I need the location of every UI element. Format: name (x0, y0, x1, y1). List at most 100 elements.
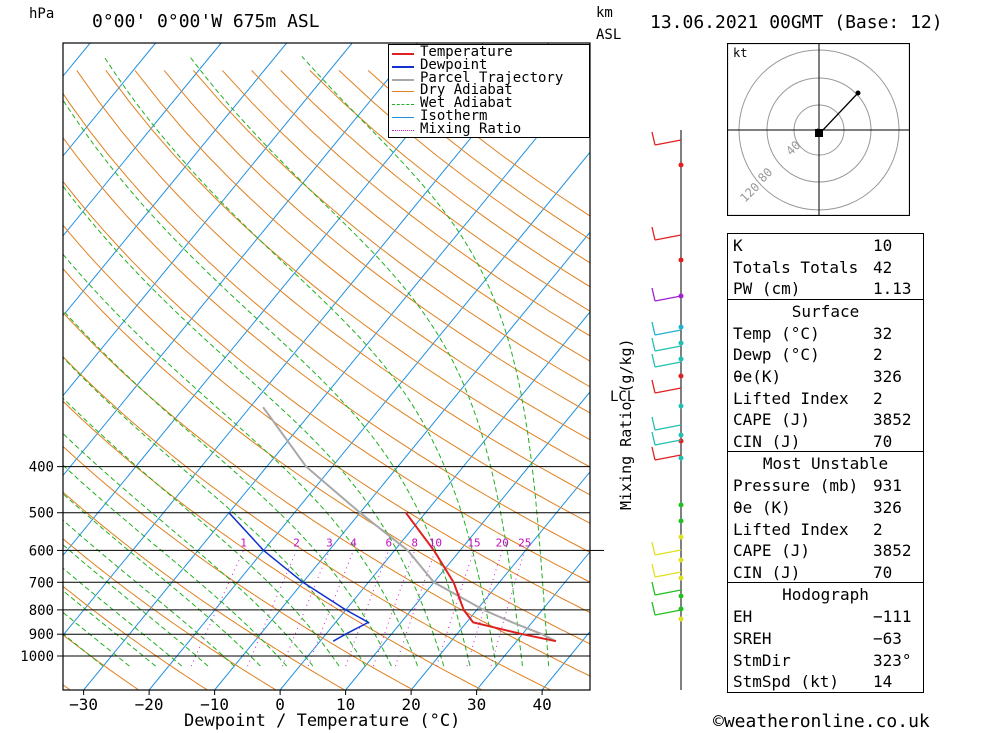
wind-level-dot (678, 593, 684, 599)
hodo-row: StmSpd (kt) 14 (733, 672, 893, 692)
pressure-unit: hPa (29, 6, 55, 22)
datetime-title: 13.06.2021 00GMT (Base: 12) (650, 12, 943, 33)
wind-level-dot (678, 455, 684, 461)
dry-adiabat-line (105, 70, 590, 468)
indices-table: K 10 Totals Totals 42 PW (cm) 1.13 Surface … (727, 233, 924, 693)
hodo-row: SREH −63 (733, 628, 902, 648)
isotherm-line (148, 151, 590, 690)
wet-adiabat-line (63, 493, 261, 667)
wet-adiabat-line (63, 253, 419, 667)
wind-level-dot (678, 324, 684, 330)
asl-label: ASL (596, 27, 622, 43)
parcel-trajectory-line (262, 406, 557, 643)
wet-adiabat-line (63, 397, 340, 667)
wind-level-dot (678, 502, 684, 508)
wind-barb (651, 321, 656, 336)
isotherm-line (0, 43, 25, 690)
dry-adiabat-line (163, 70, 590, 414)
lcl-label: LCL (610, 389, 636, 405)
isotherm-line (63, 43, 484, 557)
wind-barb (651, 131, 656, 146)
legend: Temperature Dewpoint Parcel Trajectory D… (388, 44, 590, 138)
wind-barb (654, 589, 682, 596)
dry-adiabat-line (63, 356, 551, 690)
wind-level-dot (678, 257, 684, 263)
wet-adiabat-line (63, 519, 235, 667)
surface-row: Dewp (°C) 2 (733, 345, 883, 365)
pressure-tick-label: 500 (29, 506, 54, 522)
dry-adiabat-line (63, 491, 345, 690)
wind-barb (654, 439, 682, 446)
temp-tick-label: 40 (532, 695, 551, 714)
mixing-ratio-label: 3 (326, 536, 333, 549)
wind-level-dot (678, 575, 684, 581)
dry-adiabat-line (76, 70, 590, 496)
wind-barb (654, 549, 682, 556)
mixing-ratio-label: 1 (240, 536, 247, 549)
dry-adiabat-line (63, 585, 208, 690)
wind-barb (651, 446, 656, 461)
surface-row: CAPE (J) 3852 (733, 410, 912, 430)
wet-adiabat-line (63, 99, 471, 667)
mixing-ratio-label: 8 (411, 536, 418, 549)
wind-barb (654, 295, 682, 302)
hodo-row: EH −111 (733, 607, 912, 627)
hodograph-point (855, 90, 861, 96)
pressure-tick-label: 1000 (20, 649, 54, 665)
wind-level-dot (678, 534, 684, 540)
wind-barb (654, 234, 682, 241)
mixing-ratio-label: 4 (350, 536, 357, 549)
mixing-ratio-label: 25 (518, 536, 531, 549)
mixing-ratio-label: 6 (385, 536, 392, 549)
wind-barb (654, 609, 682, 616)
dry-adiabat-line (63, 400, 483, 690)
dry-adiabat-line (63, 445, 414, 690)
legend-item-mixing-ratio: Mixing Ratio (389, 121, 589, 137)
isotherm-line (63, 43, 419, 477)
dry-adiabat-line (63, 224, 590, 614)
pressure-tick-label: 700 (29, 575, 54, 591)
wind-barb (654, 424, 682, 431)
pressure-tick-label: 900 (29, 627, 54, 643)
dry-adiabat-line (63, 268, 590, 645)
km-label: km (596, 5, 613, 21)
legend-item-parcel: Parcel Trajectory (389, 70, 589, 86)
pressure-tick-label: 400 (29, 460, 54, 476)
dry-adiabat-line (63, 311, 590, 677)
wind-level-dot (678, 438, 684, 444)
pw-row: PW (cm) 1.13 (733, 279, 912, 299)
isotherm-line (63, 43, 550, 637)
legend-item-wet-adiabat: Wet Adiabat (389, 95, 589, 111)
mu-row: CAPE (J) 3852 (733, 541, 912, 561)
temp-tick-label: 10 (336, 695, 355, 714)
wind-level-dot (678, 518, 684, 524)
dry-adiabat-line (63, 634, 139, 690)
mixing-ratio-line (282, 550, 330, 667)
mixing-ratio-label: 15 (467, 536, 480, 549)
mu-row: CIN (J) 70 (733, 562, 893, 582)
wind-barb (651, 353, 656, 368)
wet-adiabat-line (63, 356, 366, 667)
wind-barb (654, 361, 682, 368)
mixing-ratio-line (436, 550, 475, 667)
temp-tick-label: 0 (275, 695, 285, 714)
wind-barb (651, 563, 656, 578)
mixing-ratio-label: 2 (293, 536, 300, 549)
mixing-ratio-line (466, 550, 503, 667)
wind-level-dot (678, 373, 684, 379)
wind-barb (651, 416, 656, 431)
surface-row: Lifted Index 2 (733, 388, 883, 408)
hodograph-title: Hodograph (728, 582, 923, 605)
temp-tick-label: 20 (401, 695, 420, 714)
copyright-link[interactable]: ©weatheronline.co.uk (713, 711, 930, 732)
hodograph-unit: kt (733, 46, 747, 60)
dry-adiabat-line (63, 538, 277, 690)
hodo-row: StmDir 323° (733, 650, 912, 670)
surface-row: CIN (J) 70 (733, 431, 893, 451)
surface-row: Temp (°C) 32 (733, 323, 893, 343)
wind-barb (654, 139, 682, 146)
legend-item-dewpoint: Dewpoint (389, 57, 589, 73)
mu-row: θe (K) 326 (733, 497, 902, 517)
mixing-ratio-axis-label: Mixing Ratio (g/kg) (617, 338, 635, 510)
storm-motion-marker (815, 129, 823, 137)
